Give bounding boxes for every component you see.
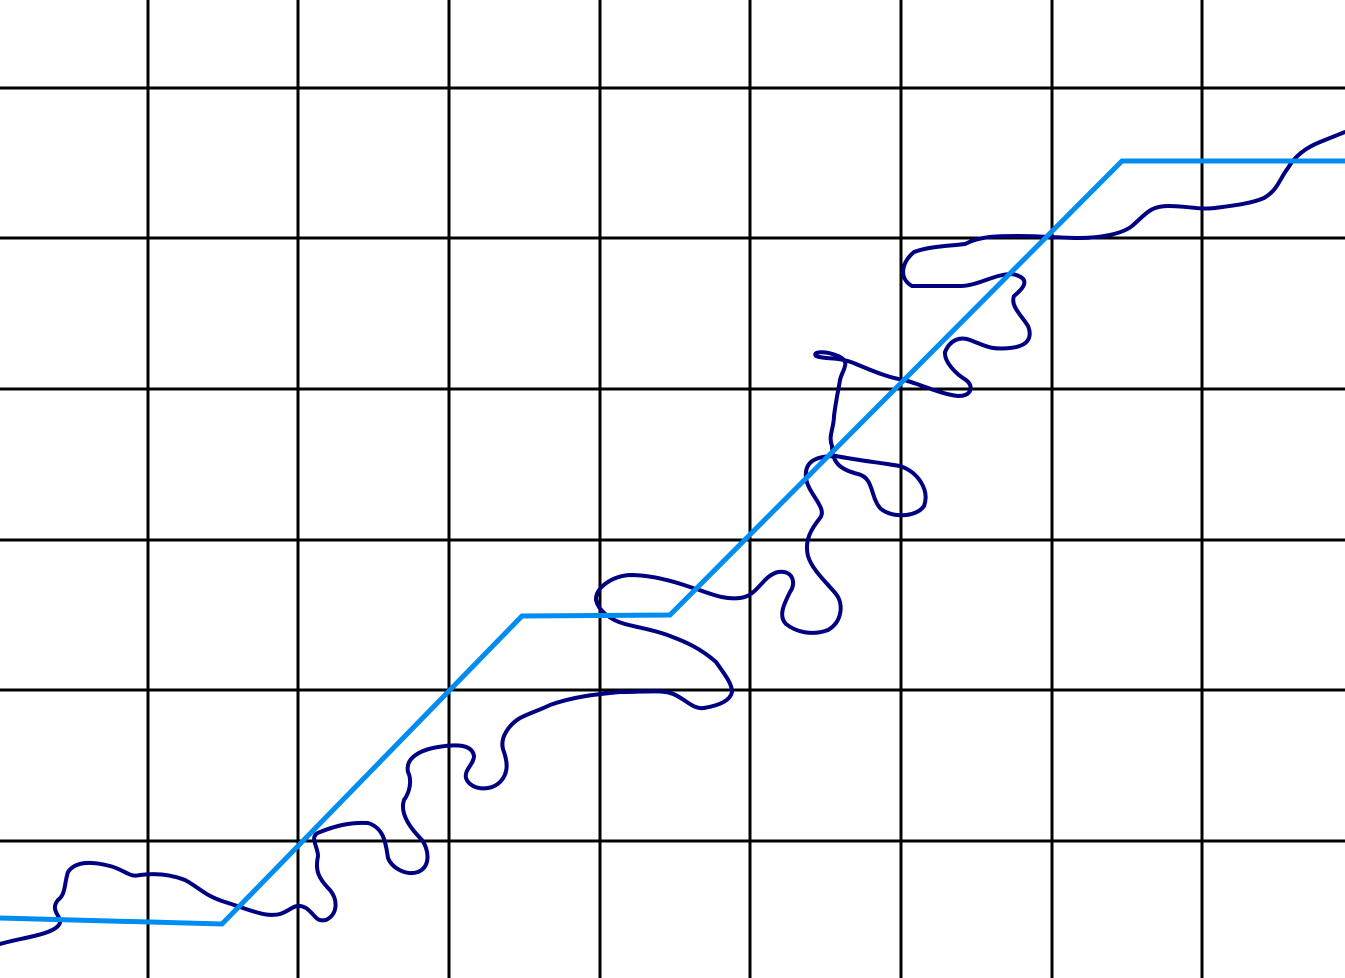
wavy-path	[0, 130, 1345, 946]
straight-path	[0, 158, 1345, 927]
